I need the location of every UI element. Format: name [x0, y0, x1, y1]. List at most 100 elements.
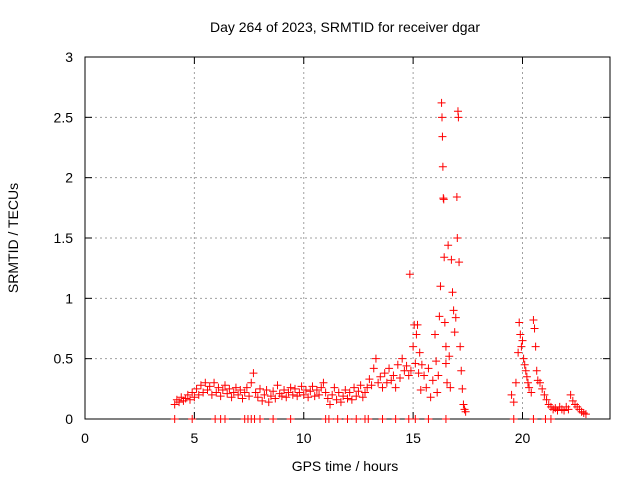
data-point: [364, 415, 373, 423]
data-point: [444, 241, 453, 250]
data-point: [253, 393, 262, 402]
data-point: [435, 312, 444, 321]
data-point: [266, 392, 275, 401]
data-point: [566, 390, 575, 399]
y-tick-label: 3: [65, 49, 73, 65]
data-point: [417, 360, 426, 369]
data-point: [517, 342, 526, 351]
data-point: [378, 383, 387, 392]
data-point: [458, 384, 467, 393]
data-point: [345, 388, 354, 397]
data-point: [447, 255, 456, 264]
data-point: [352, 415, 361, 423]
data-point: [529, 316, 538, 325]
data-point: [301, 386, 310, 395]
data-point: [382, 378, 391, 387]
data-point: [258, 396, 267, 405]
data-point: [378, 415, 387, 423]
data-point: [365, 375, 374, 384]
data-point: [249, 369, 258, 378]
data-point: [207, 390, 216, 399]
data-point: [240, 388, 249, 397]
data-point: [391, 415, 400, 423]
data-point: [509, 415, 518, 423]
chart-title: Day 264 of 2023, SRMTID for receiver dga…: [210, 19, 480, 35]
data-point: [431, 330, 439, 339]
data-point: [519, 354, 528, 363]
data-point: [323, 394, 332, 403]
data-point: [280, 386, 289, 395]
data-point: [336, 398, 345, 407]
data-point: [286, 415, 295, 423]
data-point: [347, 395, 356, 404]
data-point: [440, 318, 449, 327]
data-point: [223, 389, 232, 398]
data-point: [321, 388, 330, 397]
data-point: [251, 388, 260, 397]
data-point: [367, 381, 376, 390]
data-point: [438, 162, 447, 171]
y-tick-label: 1: [65, 290, 73, 306]
data-point: [432, 357, 441, 366]
data-point: [436, 282, 445, 291]
data-point: [236, 386, 245, 395]
data-point: [264, 398, 273, 407]
data-point: [424, 364, 433, 373]
data-point: [273, 381, 282, 390]
data-point: [214, 383, 223, 392]
data-point: [457, 366, 466, 375]
data-point: [188, 388, 197, 397]
data-point: [358, 393, 367, 402]
y-tick-label: 1.5: [54, 230, 74, 246]
data-point: [532, 366, 541, 375]
data-point: [445, 352, 454, 361]
data-point: [411, 415, 420, 423]
data-point: [581, 410, 590, 419]
data-point: [391, 383, 400, 392]
data-point: [231, 383, 240, 392]
data-point: [530, 324, 539, 333]
data-point: [420, 371, 429, 380]
data-point: [282, 393, 291, 402]
data-point: [269, 387, 278, 396]
data-point: [437, 98, 446, 107]
data-point: [262, 386, 271, 395]
data-point: [515, 318, 524, 327]
y-tick-label: 2: [65, 170, 73, 186]
data-point: [369, 364, 378, 373]
x-tick-label: 15: [405, 430, 421, 446]
data-point: [188, 415, 197, 423]
data-point: [295, 388, 304, 397]
data-point: [196, 381, 205, 390]
data-point: [441, 359, 450, 368]
data-point: [333, 415, 342, 423]
data-point: [380, 369, 389, 378]
data-point: [456, 342, 465, 351]
data-point: [269, 415, 278, 423]
data-point: [522, 372, 531, 381]
data-point: [256, 384, 264, 393]
data-point: [256, 415, 264, 423]
data-point: [385, 364, 394, 373]
data-point: [286, 383, 295, 392]
data-point: [247, 378, 256, 387]
data-point: [393, 360, 402, 369]
x-tick-label: 0: [81, 430, 89, 446]
data-point: [449, 306, 458, 315]
data-point: [451, 313, 460, 322]
data-point: [238, 394, 247, 403]
data-point: [312, 386, 321, 395]
data-point: [529, 415, 538, 423]
data-point: [412, 330, 421, 339]
data-point: [170, 415, 179, 423]
data-point: [560, 406, 569, 415]
data-point: [443, 378, 452, 387]
data-point: [509, 398, 518, 407]
x-tick-label: 10: [296, 430, 312, 446]
data-point: [389, 371, 398, 380]
data-point: [428, 376, 437, 385]
y-axis-label: SRMTID / TECUs: [5, 183, 21, 293]
data-point: [212, 388, 221, 397]
data-point: [448, 288, 457, 297]
data-point: [416, 386, 425, 395]
